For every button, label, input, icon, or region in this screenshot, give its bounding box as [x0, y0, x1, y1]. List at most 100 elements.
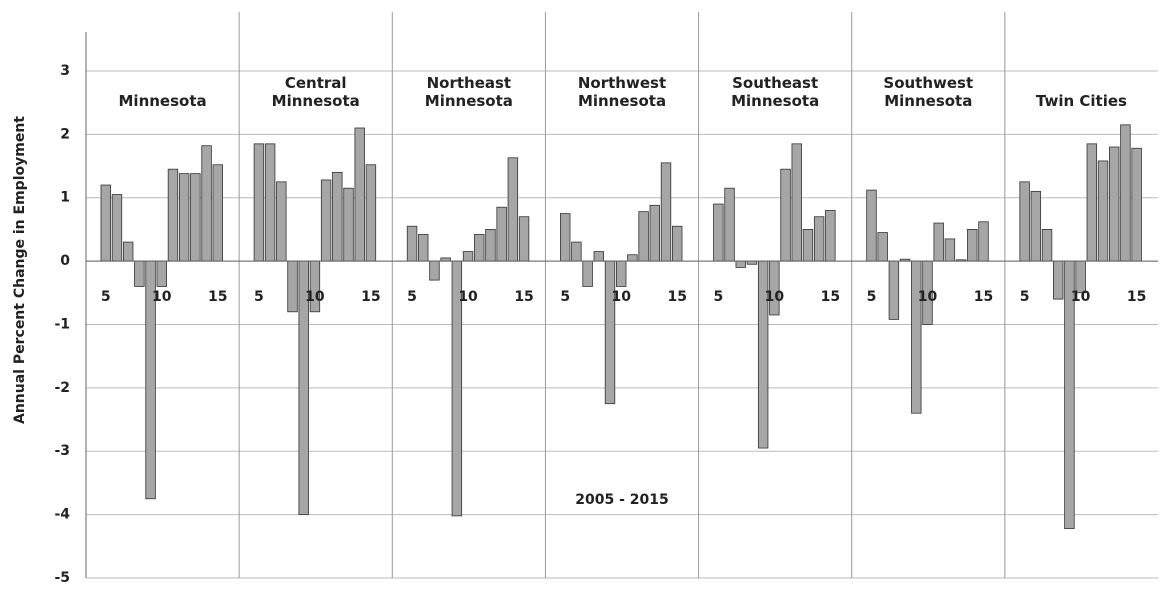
bar: [933, 222, 944, 262]
panel-title: Northwest Minnesota: [577, 74, 667, 110]
annotation: 2005 - 2015: [575, 492, 669, 508]
bar: [672, 225, 683, 262]
x-tick-label: 10: [918, 289, 938, 305]
panel-title: Southeast Minnesota: [731, 74, 820, 110]
bar: [604, 260, 616, 405]
panel-title: Northeast Minnesota: [424, 74, 513, 110]
bar: [660, 162, 672, 262]
bar: [735, 260, 746, 268]
bar: [616, 260, 627, 287]
bar: [264, 143, 276, 262]
bar: [474, 234, 485, 262]
x-tick-label: 10: [1071, 289, 1091, 305]
bar: [190, 173, 201, 262]
y-tick-label: 1: [60, 190, 70, 206]
y-tick-label: 3: [60, 63, 70, 79]
bar: [156, 260, 167, 287]
bar: [1075, 260, 1086, 294]
bar: [320, 179, 332, 262]
bar: [713, 203, 724, 262]
bar: [877, 232, 888, 262]
x-tick-label: 5: [254, 289, 264, 305]
bar: [978, 221, 989, 262]
x-tick-label: 15: [1127, 289, 1146, 305]
bar: [888, 260, 900, 320]
x-tick-label: 15: [821, 289, 840, 305]
bar: [496, 206, 507, 262]
x-tick-label: 15: [667, 289, 686, 305]
bar: [724, 187, 735, 262]
bar: [354, 127, 365, 262]
panel-title: Minnesota: [118, 92, 207, 110]
bar: [638, 211, 649, 262]
bar: [122, 241, 134, 262]
bar: [485, 228, 496, 262]
bar: [1041, 228, 1053, 262]
x-tick-label: 10: [152, 289, 172, 305]
x-tick-label: 10: [458, 289, 478, 305]
x-tick-label: 15: [208, 289, 227, 305]
bar: [1053, 260, 1064, 300]
x-tick-label: 5: [867, 289, 877, 305]
bar: [518, 216, 530, 262]
bar: [571, 241, 582, 262]
y-tick-label: 2: [60, 126, 70, 142]
panel-title: Central Minnesota: [271, 74, 360, 110]
bar: [593, 251, 605, 262]
bar: [582, 260, 593, 287]
bar: [944, 238, 956, 262]
bar: [1109, 146, 1120, 262]
y-tick-label: -4: [54, 507, 70, 523]
bar: [418, 234, 429, 262]
bar: [111, 194, 123, 262]
bar: [802, 228, 814, 262]
y-tick-label: -3: [54, 443, 70, 459]
bar: [343, 187, 354, 262]
bar: [780, 168, 791, 262]
x-tick-label: 10: [765, 289, 785, 305]
x-tick-label: 5: [1020, 289, 1030, 305]
bar: [276, 181, 287, 262]
bar: [134, 260, 145, 287]
bar: [967, 228, 978, 262]
y-tick-label: -2: [54, 380, 70, 396]
bar: [365, 164, 377, 262]
bar: [560, 213, 571, 262]
bar: [1019, 181, 1030, 262]
y-tick-label: 0: [60, 253, 70, 269]
y-tick-label: -5: [54, 570, 70, 586]
bar: [627, 254, 638, 262]
bar: [100, 184, 111, 262]
x-tick-label: 15: [974, 289, 993, 305]
panel-title: Twin Cities: [1035, 92, 1127, 110]
bar: [167, 168, 179, 262]
bar: [212, 164, 223, 262]
bar: [507, 157, 519, 262]
y-axis-label: Annual Percent Change in Employment: [12, 116, 28, 424]
bar: [1131, 147, 1142, 262]
x-tick-label: 15: [361, 289, 380, 305]
bar: [1086, 143, 1098, 262]
bar: [866, 189, 877, 262]
x-tick-label: 5: [101, 289, 111, 305]
bar: [287, 260, 298, 313]
bar: [649, 204, 661, 262]
bar: [1120, 124, 1131, 262]
bar: [1030, 190, 1042, 262]
x-tick-label: 5: [560, 289, 570, 305]
bar: [791, 143, 802, 262]
bar: [429, 260, 440, 281]
x-tick-label: 5: [407, 289, 417, 305]
bar: [201, 145, 212, 262]
bar: [406, 225, 418, 262]
bar: [253, 143, 265, 262]
panel-title: Southwest Minnesota: [883, 74, 974, 110]
x-tick-label: 10: [305, 289, 325, 305]
bar: [332, 171, 343, 262]
y-tick-label: -1: [54, 316, 70, 332]
bar: [769, 260, 780, 316]
x-tick-label: 5: [713, 289, 723, 305]
bar: [911, 260, 922, 414]
